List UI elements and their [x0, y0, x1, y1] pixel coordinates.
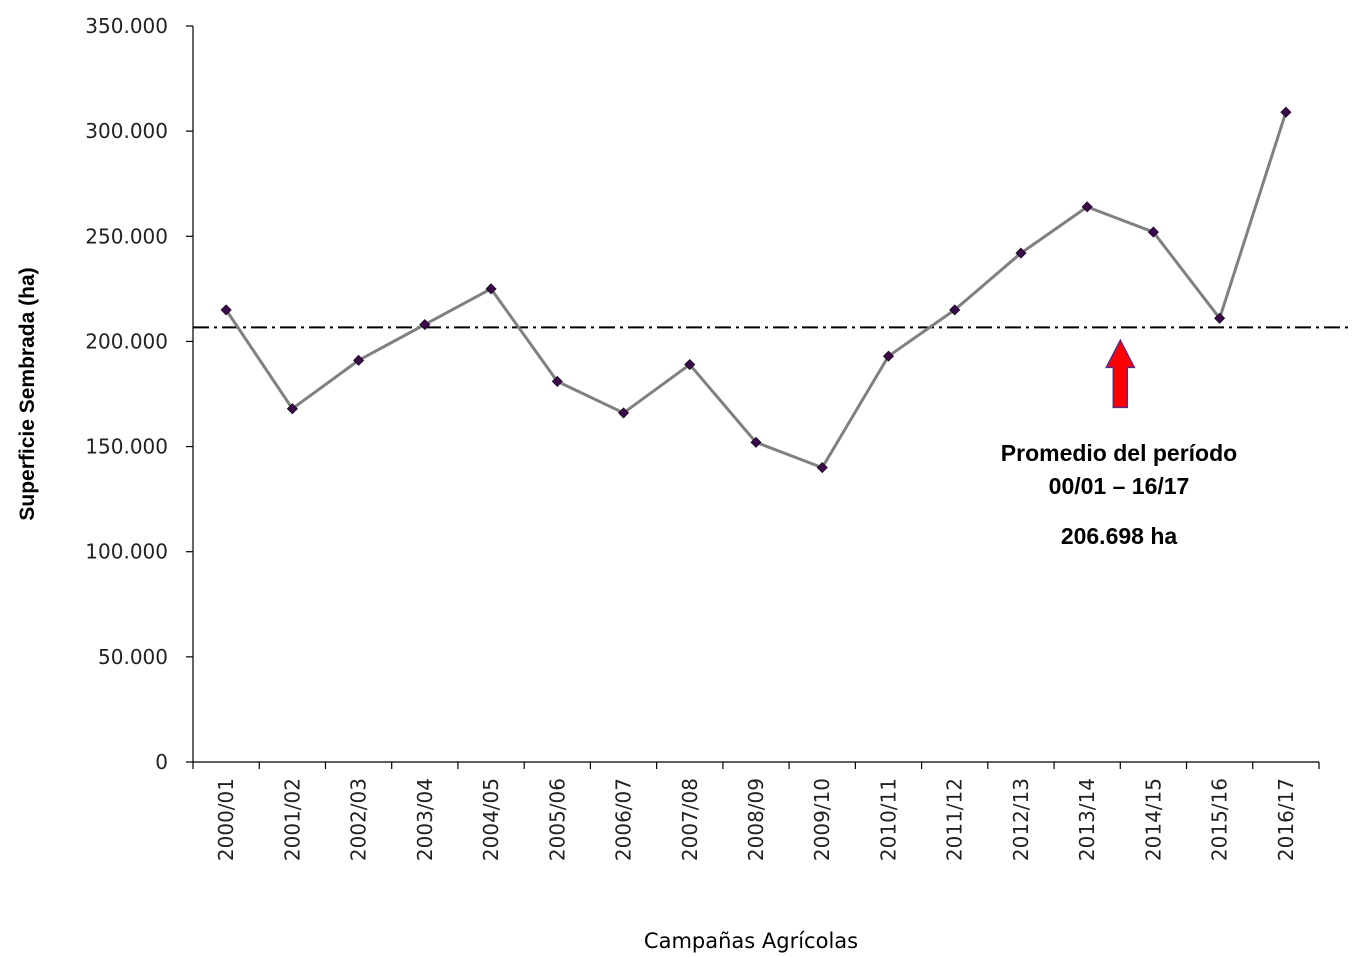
data-point — [220, 304, 232, 316]
x-tick-label: 2000/01 — [214, 778, 238, 861]
data-point — [1214, 312, 1226, 324]
x-axis-title: Campañas Agrícolas — [644, 929, 858, 953]
y-tick-label: 50.000 — [98, 645, 168, 669]
y-tick-label: 300.000 — [85, 119, 168, 143]
x-tick-label: 2014/15 — [1141, 778, 1165, 861]
up-arrow-icon — [1105, 338, 1136, 409]
x-tick-label: 2009/10 — [810, 778, 834, 861]
data-point — [617, 407, 630, 419]
x-tick-label: 2010/11 — [876, 778, 900, 861]
data-point — [949, 304, 961, 316]
axes: 0 50.000 100.000 150.000 200.000 250.000 300.0… — [85, 14, 1320, 861]
y-tick-label: 0 — [155, 750, 168, 774]
data-point — [419, 319, 431, 331]
data-point — [882, 350, 895, 362]
x-tick-label: 2011/12 — [943, 778, 967, 861]
data-point — [286, 403, 298, 415]
annotation-group: Promedio del período 00/01 – 16/17 206.6… — [1001, 338, 1237, 549]
data-point — [1081, 201, 1093, 213]
x-tick-label: 2003/04 — [413, 778, 437, 861]
data-point — [750, 436, 762, 448]
data-point — [485, 283, 497, 295]
x-tick-label: 2006/07 — [612, 778, 636, 861]
x-tick-label: 2016/17 — [1274, 778, 1298, 861]
annotation-line-3: 206.698 ha — [1061, 523, 1178, 549]
data-point — [353, 354, 365, 366]
x-tick-label: 2005/06 — [545, 778, 569, 861]
x-tick-label: 2008/09 — [744, 778, 768, 861]
x-tick-label: 2007/08 — [678, 778, 702, 861]
data-point — [1280, 106, 1292, 118]
data-point — [1015, 247, 1027, 259]
data-point — [551, 375, 563, 387]
x-tick-label: 2001/02 — [280, 778, 304, 861]
x-tick-label: 2012/13 — [1009, 778, 1033, 861]
series-line — [224, 111, 1288, 470]
y-tick-label: 100.000 — [85, 540, 168, 564]
y-tick-label: 350.000 — [85, 14, 168, 38]
x-tick-label: 2015/16 — [1208, 778, 1232, 861]
y-tick-label: 150.000 — [85, 435, 168, 459]
y-tick-label: 200.000 — [85, 329, 168, 353]
data-point — [684, 358, 696, 371]
x-tick-label: 2004/05 — [479, 778, 503, 861]
data-point — [816, 462, 828, 474]
x-tick-label: 2013/14 — [1075, 778, 1099, 861]
y-axis-title: Superficie Sembrada (ha) — [16, 267, 39, 520]
data-point — [1147, 226, 1159, 238]
series-group — [220, 106, 1292, 474]
annotation-line-2: 00/01 – 16/17 — [1049, 473, 1190, 499]
x-tick-label: 2002/03 — [347, 778, 371, 861]
y-tick-label: 250.000 — [85, 224, 168, 248]
annotation-line-1: Promedio del período — [1001, 440, 1237, 466]
